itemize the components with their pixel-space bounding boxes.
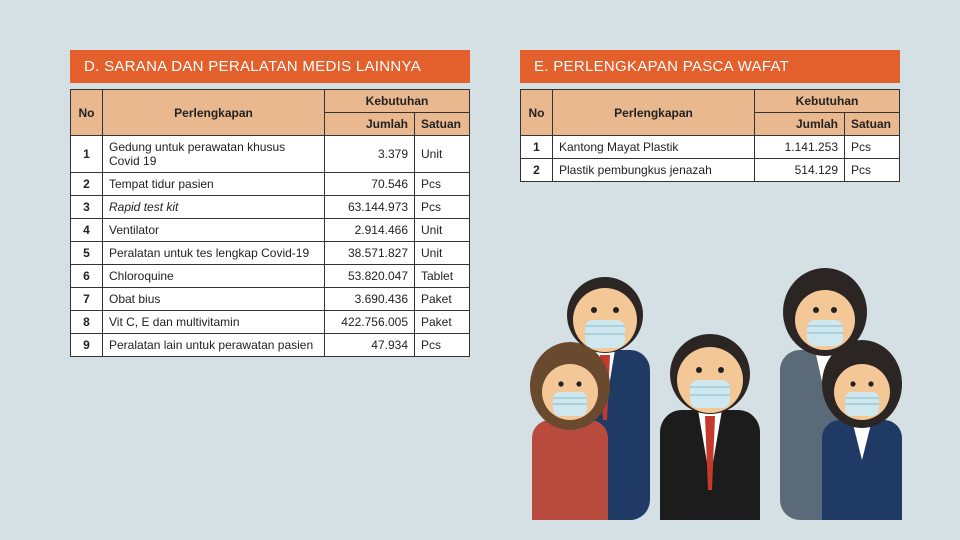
- section-d-title: D. SARANA DAN PERALATAN MEDIS LAINNYA: [70, 50, 470, 83]
- table-row: 2Tempat tidur pasien70.546Pcs: [71, 173, 470, 196]
- table-e-body: 1Kantong Mayat Plastik1.141.253Pcs 2Plas…: [521, 136, 900, 182]
- th-qty: Jumlah: [755, 113, 845, 136]
- table-row: 4Ventilator2.914.466Unit: [71, 219, 470, 242]
- table-d-body: 1Gedung untuk perawatan khusus Covid 193…: [71, 136, 470, 357]
- th-qty: Jumlah: [325, 113, 415, 136]
- table-e: No Perlengkapan Kebutuhan Jumlah Satuan …: [520, 89, 900, 182]
- table-row: 8Vit C, E dan multivitamin422.756.005Pak…: [71, 311, 470, 334]
- section-d: D. SARANA DAN PERALATAN MEDIS LAINNYA No…: [70, 50, 470, 357]
- table-d: No Perlengkapan Kebutuhan Jumlah Satuan …: [70, 89, 470, 357]
- table-row: 1Gedung untuk perawatan khusus Covid 193…: [71, 136, 470, 173]
- section-e-title: E. PERLENGKAPAN PASCA WAFAT: [520, 50, 900, 83]
- th-unit: Satuan: [415, 113, 470, 136]
- table-row: 3Rapid test kit63.144.973Pcs: [71, 196, 470, 219]
- th-no: No: [71, 90, 103, 136]
- table-row: 5Peralatan untuk tes lengkap Covid-1938.…: [71, 242, 470, 265]
- th-need: Kebutuhan: [325, 90, 470, 113]
- table-row: 1Kantong Mayat Plastik1.141.253Pcs: [521, 136, 900, 159]
- people-svg: [520, 200, 920, 520]
- table-row: 6Chloroquine53.820.047Tablet: [71, 265, 470, 288]
- th-item: Perlengkapan: [553, 90, 755, 136]
- th-need: Kebutuhan: [755, 90, 900, 113]
- th-unit: Satuan: [845, 113, 900, 136]
- table-row: 9Peralatan lain untuk perawatan pasien47…: [71, 334, 470, 357]
- table-row: 7Obat bius3.690.436Paket: [71, 288, 470, 311]
- masked-people-illustration: [520, 200, 920, 520]
- table-row: 2Plastik pembungkus jenazah514.129Pcs: [521, 159, 900, 182]
- th-item: Perlengkapan: [103, 90, 325, 136]
- section-e: E. PERLENGKAPAN PASCA WAFAT No Perlengka…: [520, 50, 900, 182]
- th-no: No: [521, 90, 553, 136]
